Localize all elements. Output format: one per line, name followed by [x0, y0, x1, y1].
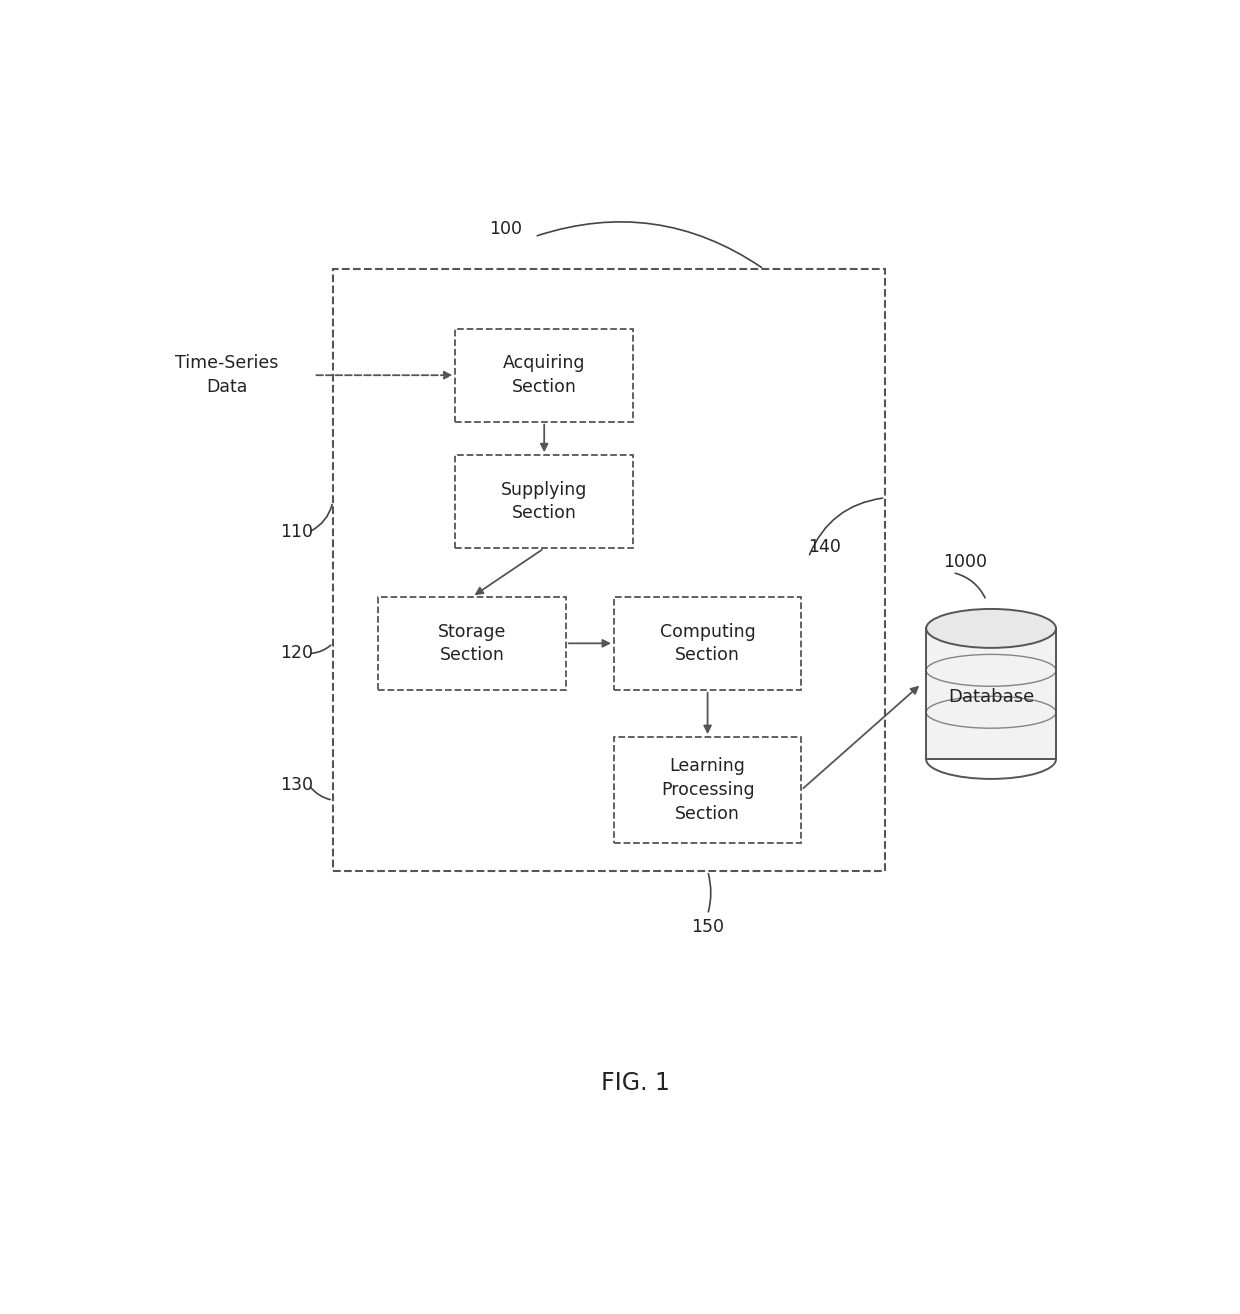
Text: Database: Database — [947, 689, 1034, 707]
Text: 150: 150 — [691, 917, 724, 936]
Text: 120: 120 — [280, 644, 312, 662]
Text: Storage
Section: Storage Section — [438, 623, 506, 664]
Text: FIG. 1: FIG. 1 — [601, 1071, 670, 1096]
Text: Supplying
Section: Supplying Section — [501, 481, 588, 523]
Ellipse shape — [926, 608, 1056, 648]
Text: Computing
Section: Computing Section — [660, 623, 755, 664]
Text: Learning
Processing
Section: Learning Processing Section — [661, 757, 754, 823]
Text: 1000: 1000 — [942, 553, 987, 572]
Text: 110: 110 — [280, 523, 312, 541]
FancyBboxPatch shape — [455, 455, 634, 548]
FancyBboxPatch shape — [332, 269, 885, 871]
Text: 100: 100 — [490, 219, 522, 238]
Text: 130: 130 — [280, 777, 312, 794]
FancyBboxPatch shape — [614, 597, 801, 690]
Text: Acquiring
Section: Acquiring Section — [503, 355, 585, 396]
FancyBboxPatch shape — [378, 597, 565, 690]
Text: 140: 140 — [808, 539, 842, 556]
Polygon shape — [926, 628, 1056, 759]
FancyBboxPatch shape — [614, 737, 801, 844]
Text: Time-Series
Data: Time-Series Data — [175, 355, 279, 396]
FancyBboxPatch shape — [455, 328, 634, 422]
